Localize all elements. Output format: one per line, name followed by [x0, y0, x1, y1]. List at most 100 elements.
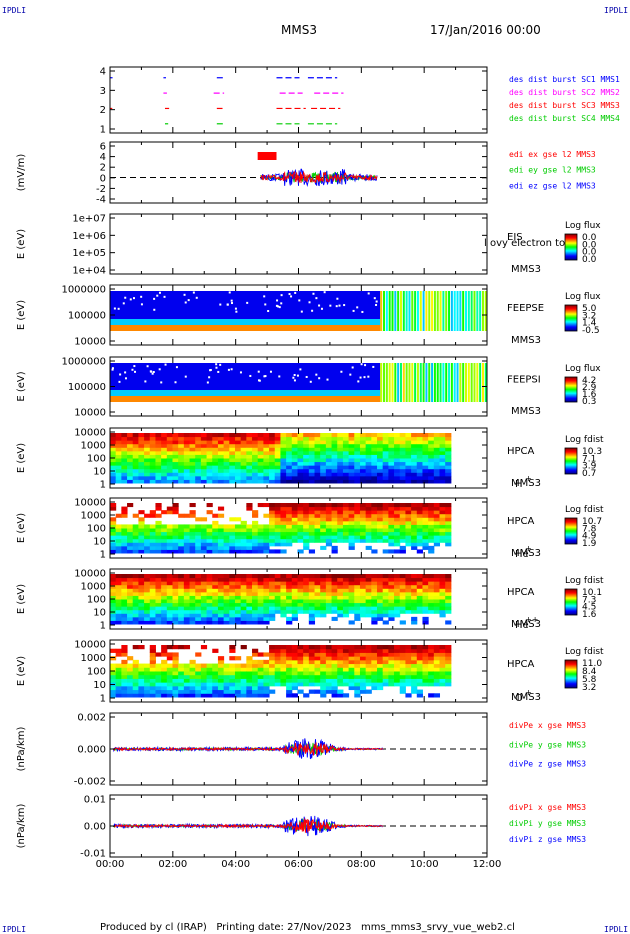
panel-2-plot-area: [110, 152, 487, 187]
fdist-cell: [445, 440, 452, 445]
fdist-cell: [325, 443, 333, 448]
fdist-cell: [149, 458, 156, 463]
fdist-cell: [348, 535, 355, 540]
fdist-cell: [200, 528, 208, 533]
fdist-cell: [303, 606, 310, 611]
fdist-cell: [110, 591, 117, 596]
fdist-cell: [115, 678, 122, 683]
fdist-cell: [308, 524, 316, 529]
flux-speckle: [264, 303, 267, 306]
fdist-cell: [325, 433, 333, 438]
fdist-cell: [110, 671, 117, 676]
colorbar-title: Log flux: [565, 292, 601, 302]
fdist-cell: [320, 574, 327, 579]
fdist-cell: [394, 606, 401, 611]
fdist-cell: [314, 652, 321, 657]
fdist-cell: [240, 574, 247, 579]
fdist-cell: [200, 588, 208, 593]
flux-speckle: [257, 370, 260, 373]
flux-speckle: [311, 309, 314, 312]
fdist-cell: [172, 591, 179, 596]
fdist-cell: [428, 506, 435, 511]
fdist-cell: [291, 577, 298, 582]
fdist-cell: [337, 475, 344, 480]
fdist-cell: [127, 606, 134, 611]
fdist-cell: [138, 447, 145, 452]
fdist-cell: [240, 674, 247, 679]
fdist-cell: [422, 458, 429, 463]
fdist-cell: [291, 531, 298, 536]
fdist-cell: [252, 591, 259, 596]
fdist-cell: [144, 454, 151, 459]
fdist-cell: [246, 454, 253, 459]
fdist-cell: [138, 678, 145, 683]
fdist-cell: [263, 531, 270, 536]
fdist-cell: [274, 475, 281, 480]
fdist-cell: [348, 599, 355, 604]
fdist-cell: [428, 545, 435, 550]
fdist-cell: [405, 538, 412, 543]
fdist-cell: [422, 599, 429, 604]
fdist-cell: [132, 584, 139, 589]
fdist-cell: [303, 475, 310, 480]
fdist-cell: [274, 450, 281, 455]
fdist-cell: [115, 436, 122, 441]
fdist-cell: [234, 616, 242, 621]
fdist-cell: [416, 468, 423, 473]
flux-speckle: [375, 303, 378, 306]
fdist-cell: [337, 671, 344, 676]
fdist-cell: [439, 520, 446, 525]
fdist-cell: [405, 595, 412, 600]
fdist-cell: [132, 538, 139, 543]
fdist-cell: [183, 584, 191, 589]
fdist-cell: [212, 520, 219, 525]
fdist-cell: [337, 659, 344, 665]
fdist-cell: [166, 524, 173, 529]
fdist-cell: [229, 433, 236, 438]
fdist-cell: [121, 577, 128, 582]
fdist-cell: [297, 535, 304, 540]
fdist-cell: [206, 545, 213, 550]
fdist-cell: [138, 528, 145, 533]
flux-speckle: [228, 291, 231, 294]
fdist-cell: [229, 667, 236, 672]
fdist-cell: [166, 528, 173, 533]
fdist-cell: [422, 475, 429, 480]
fdist-cell: [189, 588, 196, 593]
flux-low-band: [110, 325, 381, 331]
fdist-cell: [144, 667, 151, 672]
fdist-cell: [371, 652, 378, 657]
fdist-cell: [149, 584, 156, 589]
fdist-cell: [286, 645, 293, 650]
fdist-cell: [354, 609, 361, 614]
y-tick-label: 1e+04: [72, 266, 106, 277]
fdist-cell: [252, 528, 259, 533]
fdist-cell: [178, 595, 185, 600]
fdist-cell: [445, 609, 452, 614]
fdist-cell: [399, 528, 406, 533]
fdist-cell: [240, 584, 247, 589]
fdist-cell: [308, 510, 316, 515]
flux-stripe: [467, 363, 470, 402]
fdist-cell: [286, 599, 293, 604]
fdist-cell: [399, 685, 406, 691]
fdist-cell: [359, 465, 367, 470]
fdist-cell: [161, 591, 168, 596]
fdist-cell: [365, 645, 372, 650]
fdist-cell: [411, 436, 418, 441]
fdist-cell: [388, 524, 395, 529]
fdist-cell: [337, 433, 344, 438]
fdist-cell: [189, 510, 196, 515]
fdist-cell: [166, 461, 173, 466]
fdist-cell: [422, 461, 429, 466]
fdist-cell: [195, 678, 202, 683]
fdist-cell: [388, 595, 395, 600]
fdist-cell: [274, 645, 281, 650]
fdist-cell: [240, 682, 247, 687]
fdist-cell: [342, 472, 350, 477]
fdist-cell: [132, 436, 139, 441]
fdist-cell: [223, 674, 230, 679]
fdist-cell: [206, 595, 213, 600]
fdist-cell: [422, 436, 429, 441]
fdist-cell: [365, 574, 372, 579]
